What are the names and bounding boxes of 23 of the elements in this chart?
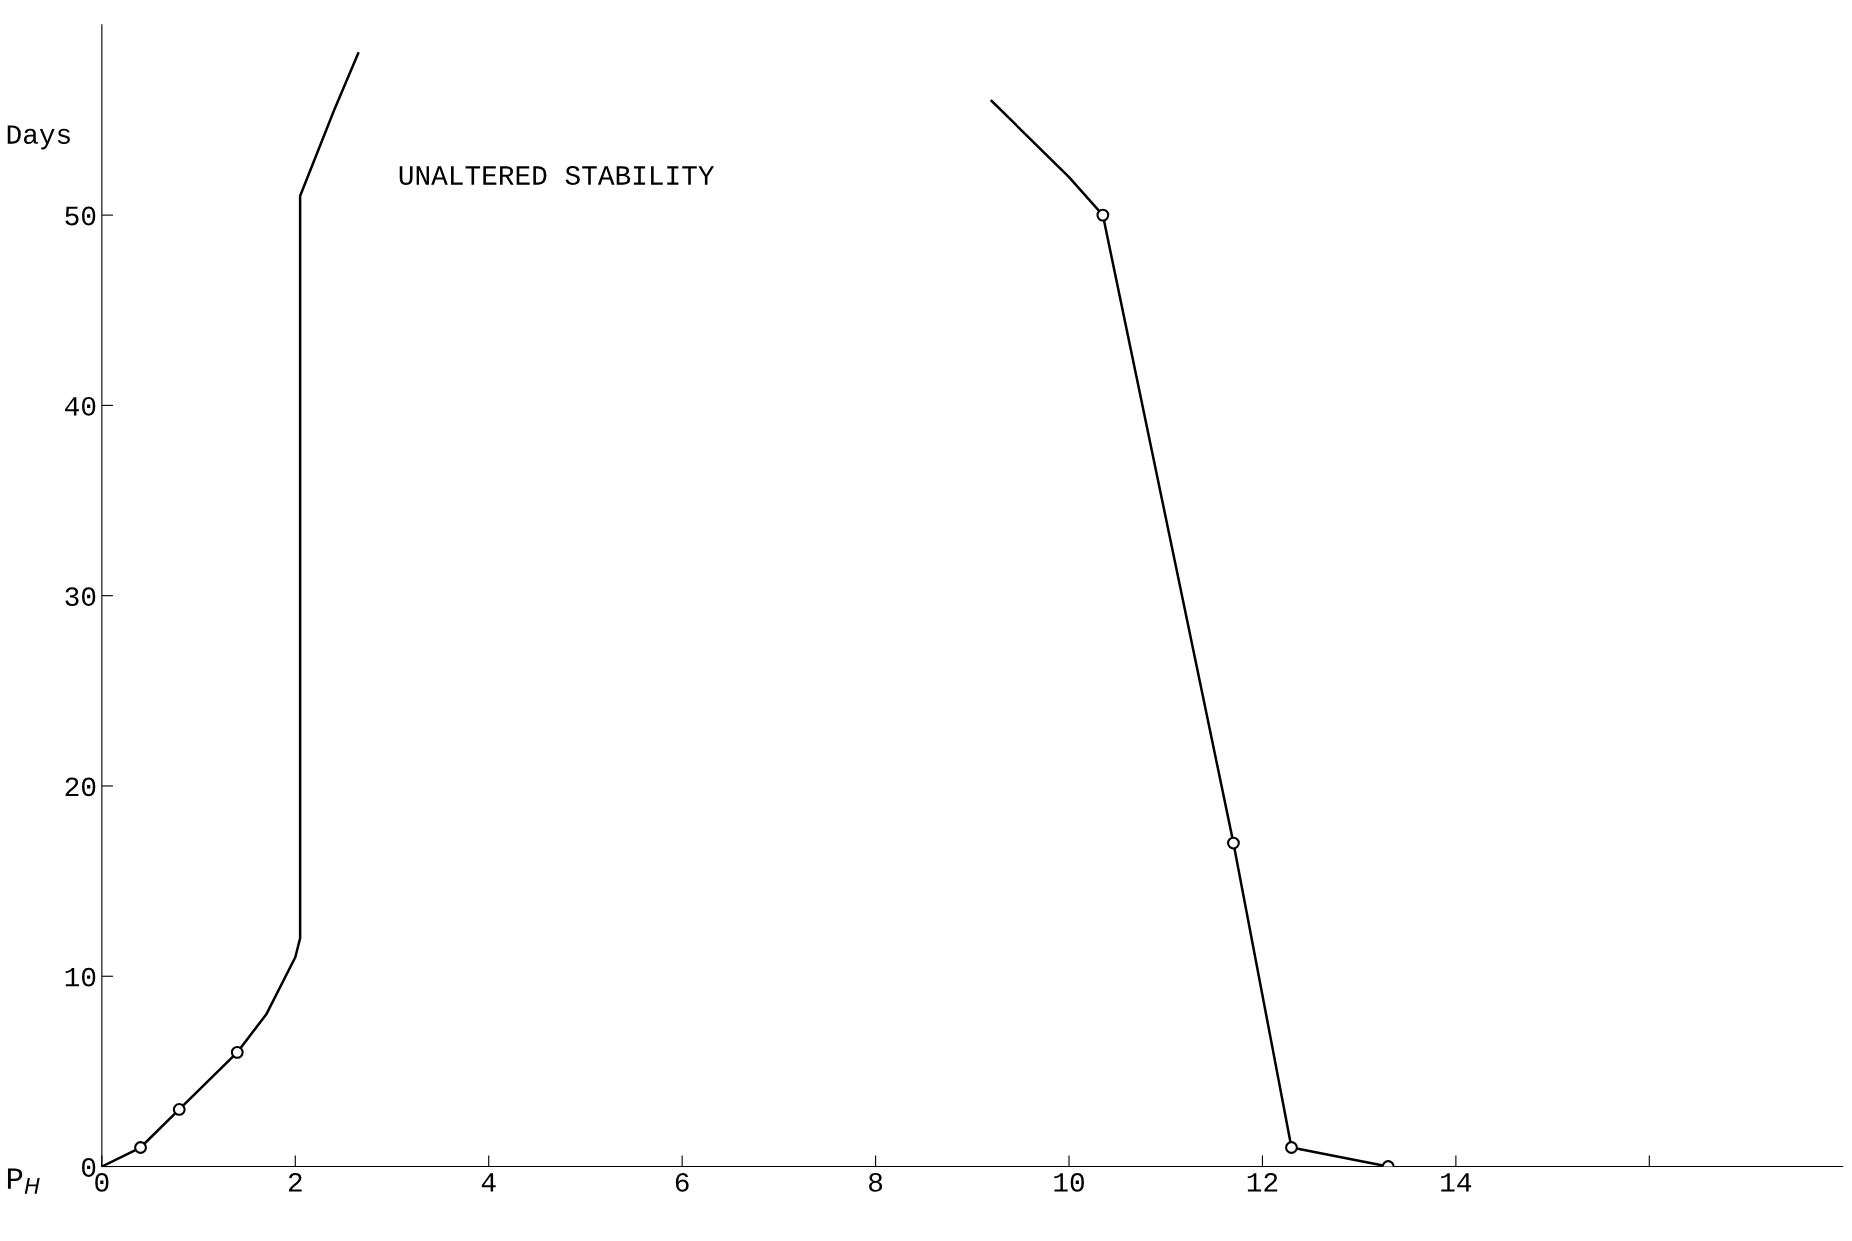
y-tick-label: 0 [82,1158,96,1177]
point [1285,1141,1298,1154]
x-tick-label: 12 [1247,1172,1278,1192]
x-tick-label: 0 [95,1172,109,1192]
y-tick-label: 10 [65,967,96,987]
x-axis-title: P$_{H}$ [7,1168,40,1194]
x-tick-label: 8 [869,1172,883,1192]
point [134,1141,147,1154]
annotation: UNALTERED STABILITY [399,166,715,185]
x-tick-label: 14 [1441,1173,1472,1192]
x-tick-label: 6 [675,1172,689,1192]
y-tick-label: 30 [65,587,96,607]
point [1227,836,1240,850]
y-tick-label: 50 [65,206,96,226]
x-tick-label: 2 [288,1172,302,1192]
y-tick-label: 20 [65,777,96,797]
y-axis-title: Days [7,125,70,150]
point [230,1045,244,1059]
y-tick-label: 40 [65,396,96,416]
point [172,1103,186,1116]
point [1096,208,1110,222]
x-tick-label: 10 [1054,1172,1084,1192]
x-tick-label: 4 [481,1173,496,1192]
